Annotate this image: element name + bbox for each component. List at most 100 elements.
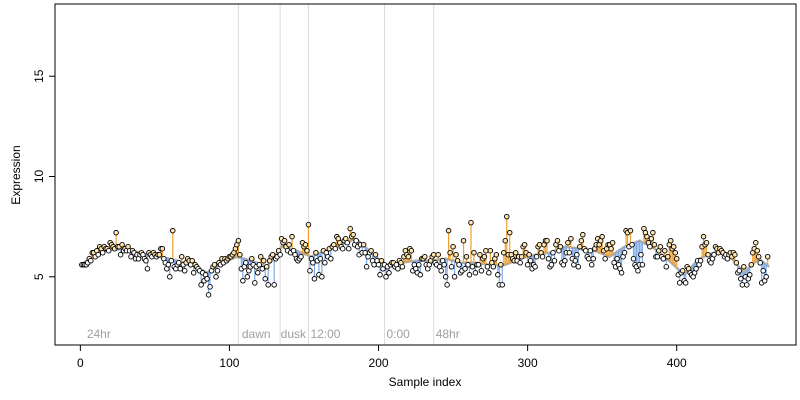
x-tick-label: 400: [667, 356, 687, 370]
data-point: [502, 237, 509, 244]
data-point: [548, 262, 555, 268]
data-point: [445, 227, 452, 234]
data-point: [484, 264, 491, 270]
data-point: [260, 258, 267, 264]
phase-labels: 24hr dawn dusk 12:00 0:00 48hr: [87, 327, 460, 341]
data-point: [360, 241, 367, 248]
data-point: [177, 266, 183, 272]
data-point: [289, 233, 295, 240]
data-point: [732, 251, 738, 258]
data-point: [277, 251, 283, 258]
data-point: [572, 258, 579, 264]
data-point: [498, 262, 504, 268]
data-point: [657, 243, 664, 250]
phase-label: 48hr: [436, 327, 460, 341]
data-point: [532, 264, 538, 270]
data-point: [651, 241, 658, 248]
data-point: [757, 260, 763, 266]
data-point: [638, 251, 644, 258]
data-point: [88, 258, 94, 264]
data-point: [527, 258, 534, 264]
data-point: [760, 268, 766, 274]
data-point: [587, 247, 593, 254]
data-point: [608, 245, 614, 252]
data-point: [676, 280, 683, 286]
data-point: [408, 247, 415, 254]
data-point: [442, 274, 449, 280]
data-point: [450, 243, 456, 250]
data-point: [244, 274, 251, 280]
data-point: [205, 292, 212, 298]
data-point: [471, 249, 477, 256]
data-point: [493, 251, 500, 258]
data-point: [281, 237, 288, 244]
data-point: [235, 237, 242, 244]
data-point: [648, 235, 655, 242]
data-point: [662, 247, 668, 254]
data-point: [741, 264, 747, 270]
data-point: [159, 245, 166, 252]
plot-frame: [54, 3, 797, 346]
data-point: [764, 253, 771, 260]
data-point: [663, 264, 670, 270]
y-tick-label: 10: [32, 170, 46, 184]
y-tick-label: 5: [32, 273, 46, 280]
data-point: [167, 274, 173, 280]
data-point: [178, 253, 185, 260]
data-point: [468, 219, 474, 226]
data-point: [711, 251, 717, 258]
data-point: [682, 280, 689, 286]
data-point: [256, 262, 263, 268]
data-point: [435, 251, 441, 258]
data-point: [705, 251, 711, 258]
data-point: [672, 249, 678, 256]
data-point: [128, 253, 134, 260]
x-axis: 0 100 200 300 400: [77, 344, 687, 370]
data-point: [265, 282, 271, 288]
data-point: [255, 270, 261, 276]
data-point: [237, 251, 243, 258]
data-point: [588, 262, 595, 268]
data-point: [693, 266, 699, 272]
data-point: [198, 282, 204, 288]
data-point: [526, 251, 532, 258]
data-point: [551, 258, 558, 264]
data-point: [311, 276, 318, 282]
data-point: [629, 241, 635, 248]
data-point: [372, 251, 379, 258]
data-point: [305, 221, 312, 228]
data-point: [322, 260, 328, 266]
data-point: [739, 282, 746, 288]
y-axis: 5 10 15: [32, 69, 56, 280]
data-point: [550, 249, 556, 256]
data-point: [483, 247, 489, 254]
data-point: [754, 247, 760, 254]
data-point: [430, 251, 437, 258]
data-point: [630, 255, 637, 262]
data-point: [602, 255, 608, 262]
data-point: [487, 247, 494, 254]
y-axis-title: Expression: [9, 145, 23, 204]
data-point: [747, 272, 753, 278]
data-point: [544, 237, 550, 244]
data-point: [362, 249, 368, 256]
data-point: [240, 278, 246, 284]
data-point: [243, 260, 249, 266]
data-point: [344, 239, 350, 246]
data-point: [654, 253, 661, 260]
data-point: [566, 249, 573, 256]
data-point: [577, 243, 583, 250]
data-point: [395, 266, 401, 272]
data-point: [627, 227, 634, 234]
data-point: [304, 247, 310, 254]
data-point: [486, 270, 492, 276]
data-point: [673, 255, 680, 262]
x-tick-label: 200: [369, 356, 389, 370]
data-point: [463, 253, 470, 260]
data-point: [703, 239, 710, 246]
data-point: [399, 264, 406, 270]
data-point: [539, 253, 546, 260]
data-point: [168, 258, 175, 264]
data-point: [175, 260, 182, 266]
